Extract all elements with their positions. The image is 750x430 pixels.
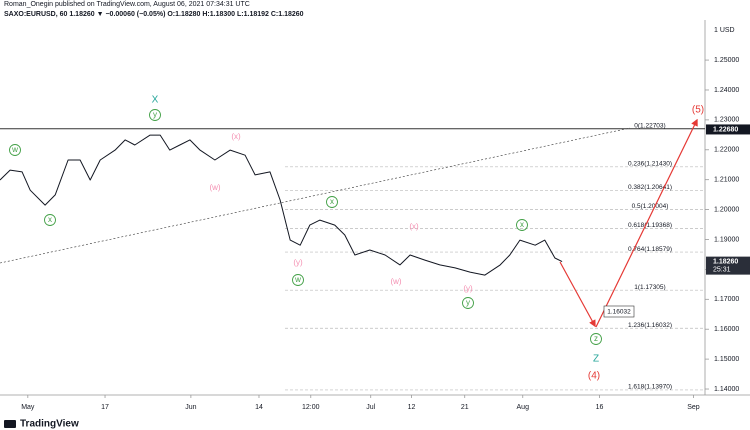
price-line: [0, 134, 563, 276]
x-tick-label: 17: [101, 404, 109, 411]
price-marker: [706, 256, 750, 275]
wave-circle: [44, 214, 56, 226]
x-tick-label: Sep: [687, 404, 700, 411]
fib-label: 1(1.17305): [634, 284, 665, 291]
trend-line: [0, 127, 631, 264]
countdown: 25:31: [713, 266, 731, 273]
x-tick-label: 12: [408, 404, 416, 411]
wave-circle: [292, 274, 304, 286]
x-tick-label: Jul: [366, 404, 375, 411]
major-wave-label: Z: [593, 354, 599, 365]
minor-wave-label: (x): [231, 132, 241, 141]
y-tick-label: 1.17000: [714, 296, 739, 303]
y-tick-label: 1.21000: [714, 177, 739, 184]
minor-wave-label: (x): [409, 222, 419, 231]
target-label: 1.16032: [607, 309, 631, 316]
fib-label: 0.5(1.20004): [632, 203, 669, 210]
price-marker-label: 1.18260: [713, 258, 738, 265]
y-tick-label: 1.22000: [714, 147, 739, 154]
wave-label: z: [594, 334, 598, 343]
wave-circle: [326, 196, 338, 208]
projection-arrow: [595, 118, 698, 328]
wave-label: x: [330, 197, 334, 206]
y-tick-label: 1.23000: [714, 117, 739, 124]
footer-logo: [4, 420, 16, 428]
y-tick-label: 1.19000: [714, 236, 739, 243]
x-tick-label: 16: [596, 404, 604, 411]
wave-circle: [149, 109, 161, 121]
chart-subtitle: SAXO:EURUSD, 60 1.18260 ▼ −0.00060 (−0.0…: [4, 11, 304, 18]
fib-label: 0.764(1.18579): [628, 246, 672, 253]
wave-circle: [590, 333, 602, 345]
fib-label: 1.618(1.13970): [628, 384, 672, 391]
projection-arrow: [559, 261, 596, 328]
fib-label: 0.618(1.19368): [628, 222, 672, 229]
footer: TradingView: [20, 419, 79, 430]
wave-label: y: [153, 110, 157, 119]
y-tick-label: 1.14000: [714, 386, 739, 393]
y-tick-label: 1.20000: [714, 206, 739, 213]
fib-label: 0(1.22703): [634, 122, 665, 129]
price-marker: [706, 124, 750, 135]
x-tick-label: 21: [461, 404, 469, 411]
wave-circle: [516, 219, 528, 231]
minor-wave-label: (w): [390, 277, 401, 286]
x-tick-label: Jun: [185, 404, 196, 411]
wave-label: y: [466, 298, 470, 307]
minor-wave-label: (y): [293, 258, 303, 267]
x-tick-label: Aug: [517, 404, 530, 411]
major-wave-label: X: [152, 95, 159, 106]
impulse-wave-label: (4): [588, 371, 600, 382]
x-tick-label: 14: [255, 404, 263, 411]
wave-label: x: [48, 215, 52, 224]
minor-wave-label: (y): [463, 284, 473, 293]
x-tick-label: 12:00: [302, 404, 320, 411]
fib-label: 0.236(1.21430): [628, 161, 672, 168]
wave-circle: [462, 297, 474, 309]
impulse-wave-label: (5): [692, 105, 704, 116]
wave-label: w: [294, 275, 301, 284]
wave-label: w: [11, 145, 18, 154]
price-marker-label: 1.22680: [713, 126, 738, 133]
chart-title: Roman_Onegin published on TradingView.co…: [4, 1, 250, 8]
fib-label: 0.382(1.20641): [628, 184, 672, 191]
y-tick-label: 1.15000: [714, 356, 739, 363]
wave-circle: [9, 144, 21, 156]
axis-unit: 1 USD: [714, 27, 735, 34]
y-tick-label: 1.16000: [714, 326, 739, 333]
y-tick-label: 1.24000: [714, 87, 739, 94]
wave-label: x: [520, 220, 524, 229]
minor-wave-label: (w): [209, 183, 220, 192]
target-box: [603, 305, 635, 318]
fib-label: 1.236(1.16032): [628, 322, 672, 329]
x-tick-label: May: [21, 404, 35, 411]
y-tick-label: 1.25000: [714, 57, 739, 64]
